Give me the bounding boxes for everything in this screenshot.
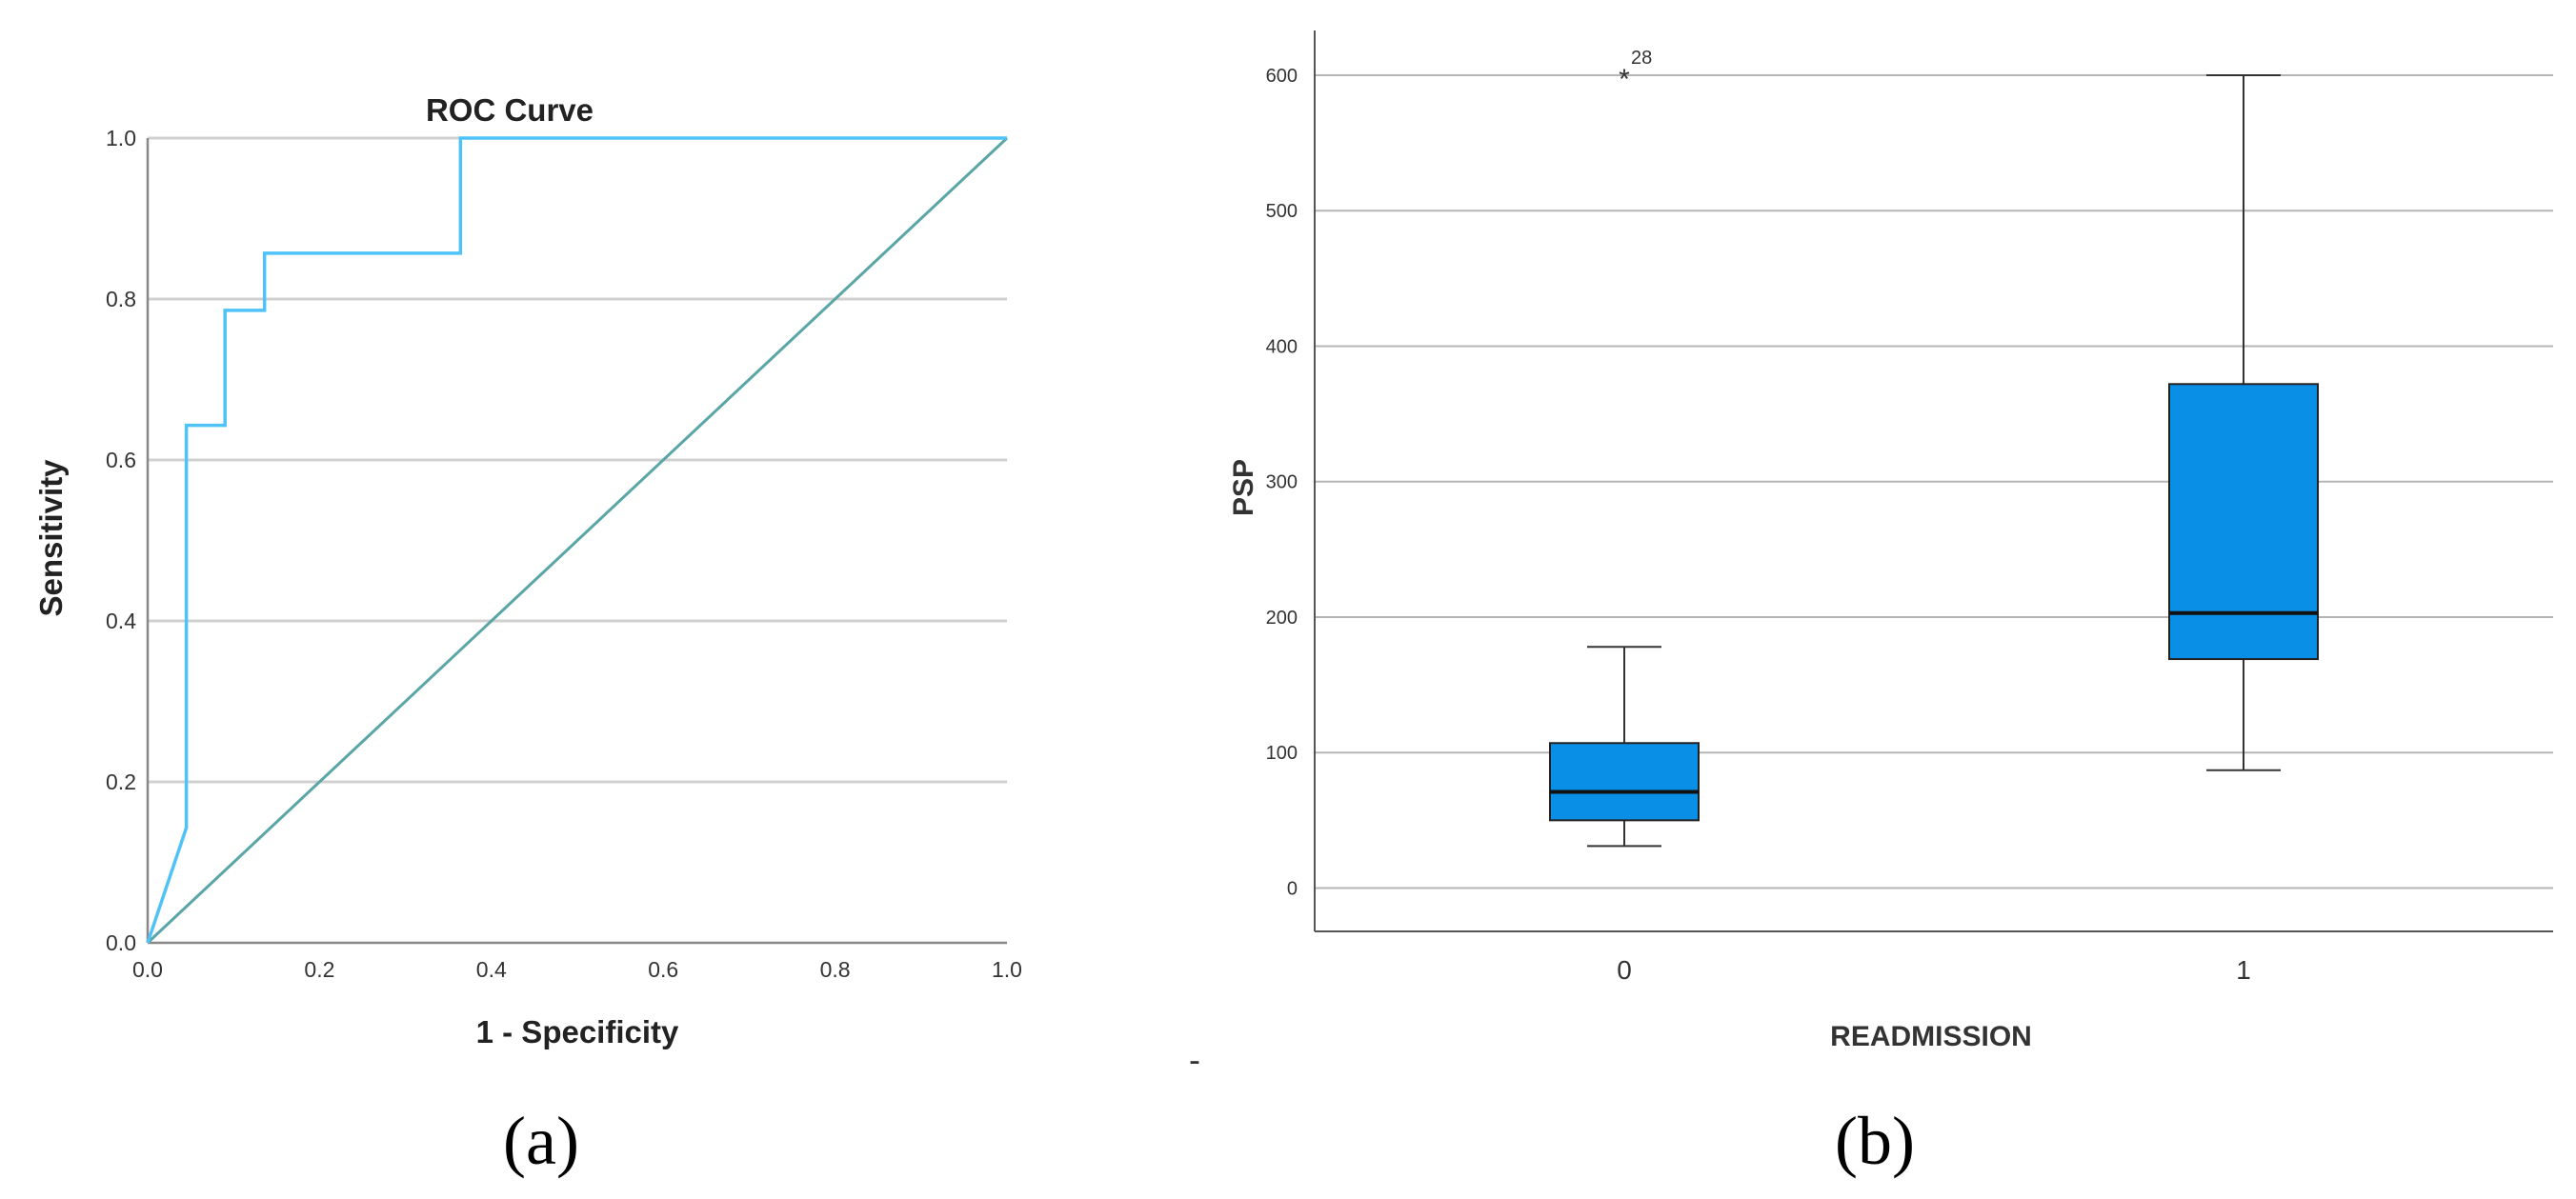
separator-mark: -	[1189, 1040, 1200, 1079]
roc-y-tick-label: 0.2	[106, 769, 136, 794]
roc-x-tick-label: 0.4	[476, 957, 507, 982]
roc-y-tick-label: 0.0	[106, 930, 136, 955]
boxplot-y-tick-label: 500	[1266, 201, 1298, 222]
boxplot-box	[1549, 742, 1700, 822]
roc-x-tick-label: 0.6	[648, 957, 678, 982]
roc-x-tick-label: 1.0	[992, 957, 1022, 982]
roc-y-tick-label: 0.8	[106, 287, 136, 311]
roc-y-tick-label: 1.0	[106, 126, 136, 150]
boxplot-outlier-label: 28	[1631, 48, 1652, 69]
roc-y-axis-label: Sensitivity	[33, 459, 69, 617]
boxplot-y-tick-label: 200	[1266, 608, 1298, 629]
roc-x-tick-labels: 0.0 0.2 0.4 0.6 0.8 1.0	[132, 957, 1022, 982]
boxplot-box-group	[2168, 73, 2319, 771]
boxplot-y-tick-label: 400	[1266, 336, 1298, 357]
boxplot-x-axis-label: READMISSION	[1830, 1021, 2032, 1052]
boxplot-y-tick-labels: 0 100 200 300 400 500 600	[1266, 66, 1298, 900]
boxplot-y-tick-label: 300	[1266, 472, 1298, 493]
panel-label-a: (a)	[503, 1103, 579, 1179]
roc-gridlines	[148, 136, 1007, 784]
roc-title: ROC Curve	[426, 92, 594, 128]
roc-x-axis-label: 1 - Specificity	[476, 1014, 679, 1049]
panel-label-b: (b)	[1835, 1103, 1915, 1179]
roc-x-tick-label: 0.2	[304, 957, 334, 982]
boxplot-outlier-marker: *	[1619, 64, 1630, 95]
roc-y-tick-label: 0.6	[106, 448, 136, 472]
roc-x-tick-label: 0.8	[820, 957, 851, 982]
roc-y-tick-label: 0.4	[106, 609, 136, 633]
roc-series-group	[146, 136, 1009, 945]
boxplot-y-tick-label: 100	[1266, 743, 1298, 764]
roc-chart: 0.0 0.2 0.4 0.6 0.8 1.0 0.0 0.2 0.4 0.6 0.8 1.0 RO…	[33, 92, 1022, 1049]
boxplot-box	[2168, 383, 2319, 661]
roc-reference-line	[146, 136, 1009, 945]
boxplot-y-axis-label: PSP	[1228, 459, 1259, 516]
roc-y-tick-labels: 0.0 0.2 0.4 0.6 0.8 1.0	[106, 126, 136, 955]
roc-x-tick-label: 0.0	[132, 957, 163, 982]
boxplot-box-group	[1549, 646, 1700, 848]
boxplot-y-tick-label: 600	[1266, 66, 1298, 87]
boxplot-gridlines	[1315, 73, 2553, 889]
boxplot-x-tick-label: 1	[2236, 955, 2251, 985]
roc-curve-line	[146, 136, 1007, 944]
boxplot-boxes: *28	[1549, 48, 2319, 848]
boxplot-y-tick-label: 0	[1287, 878, 1298, 899]
boxplot-x-tick-label: 0	[1617, 955, 1632, 985]
